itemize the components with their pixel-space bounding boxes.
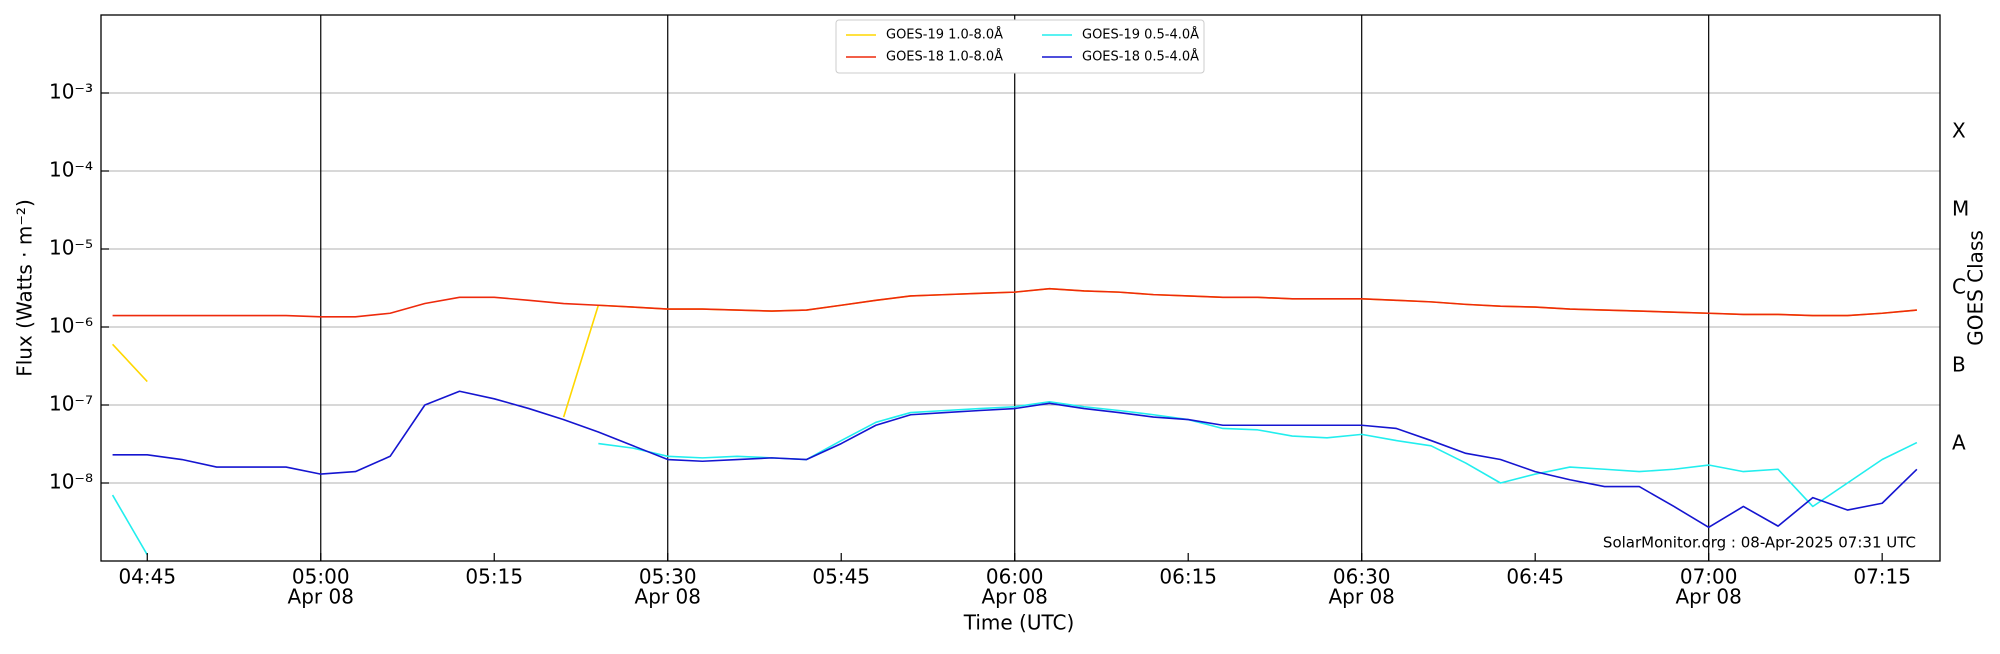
legend-label: GOES-19 0.5-4.0Å — [1082, 27, 1199, 43]
y-tick-label: 10⁻⁸ — [49, 470, 93, 494]
legend-label: GOES-18 1.0-8.0Å — [886, 49, 1003, 65]
series-line — [111, 400, 1918, 556]
legend-label: GOES-19 1.0-8.0Å — [886, 27, 1003, 43]
x-axis-label: Time (UTC) — [963, 611, 1075, 635]
x-tick-label: 06:00 — [986, 565, 1044, 589]
x-tick-date: Apr 08 — [1328, 585, 1394, 609]
y-tick-label: 10⁻⁴ — [49, 158, 93, 182]
y-axis-label: Flux (Watts · m⁻²) — [13, 199, 37, 377]
y-tick-label: 10⁻⁷ — [49, 392, 93, 416]
y2-tick-label: M — [1952, 197, 1969, 221]
x-tick-date: Apr 08 — [635, 585, 701, 609]
x-tick-label: 05:45 — [812, 565, 870, 589]
y2-tick-label: A — [1952, 431, 1966, 455]
legend-box — [835, 19, 1205, 74]
y-tick-label: 10⁻³ — [49, 80, 93, 104]
plot-area — [111, 287, 1918, 556]
x-tick-label: 04:45 — [118, 565, 176, 589]
x-tick-label: 06:15 — [1159, 565, 1217, 589]
y2-tick-label: X — [1952, 119, 1966, 143]
x-tick-date: Apr 08 — [1675, 585, 1741, 609]
y2-tick-label: C — [1952, 275, 1966, 299]
x-tick-label: 07:15 — [1853, 565, 1911, 589]
y2-axis-label: GOES Class — [1964, 230, 1988, 346]
x-tick-label: 05:30 — [639, 565, 697, 589]
x-tick-date: Apr 08 — [982, 585, 1048, 609]
grid — [101, 15, 1940, 561]
x-tick-label: 07:00 — [1680, 565, 1738, 589]
x-tick-label: 05:00 — [292, 565, 350, 589]
x-tick-label: 05:15 — [465, 565, 523, 589]
y2-tick-label: B — [1952, 353, 1966, 377]
x-tick-label: 06:45 — [1506, 565, 1564, 589]
series-line — [112, 287, 1917, 318]
y-tick-label: 10⁻⁵ — [49, 236, 93, 260]
legend: GOES-19 1.0-8.0Å GOES-18 1.0-8.0Å GOES-19 … — [835, 19, 1205, 74]
x-tick-date: Apr 08 — [288, 585, 354, 609]
plot-frame — [100, 14, 1941, 562]
y-tick-label: 10⁻⁶ — [49, 314, 93, 338]
legend-label: GOES-18 0.5-4.0Å — [1082, 49, 1199, 65]
annotation: SolarMonitor.org : 08-Apr-2025 07:31 UTC — [1603, 534, 1916, 552]
series-line — [112, 390, 1918, 529]
x-tick-label: 06:30 — [1333, 565, 1391, 589]
